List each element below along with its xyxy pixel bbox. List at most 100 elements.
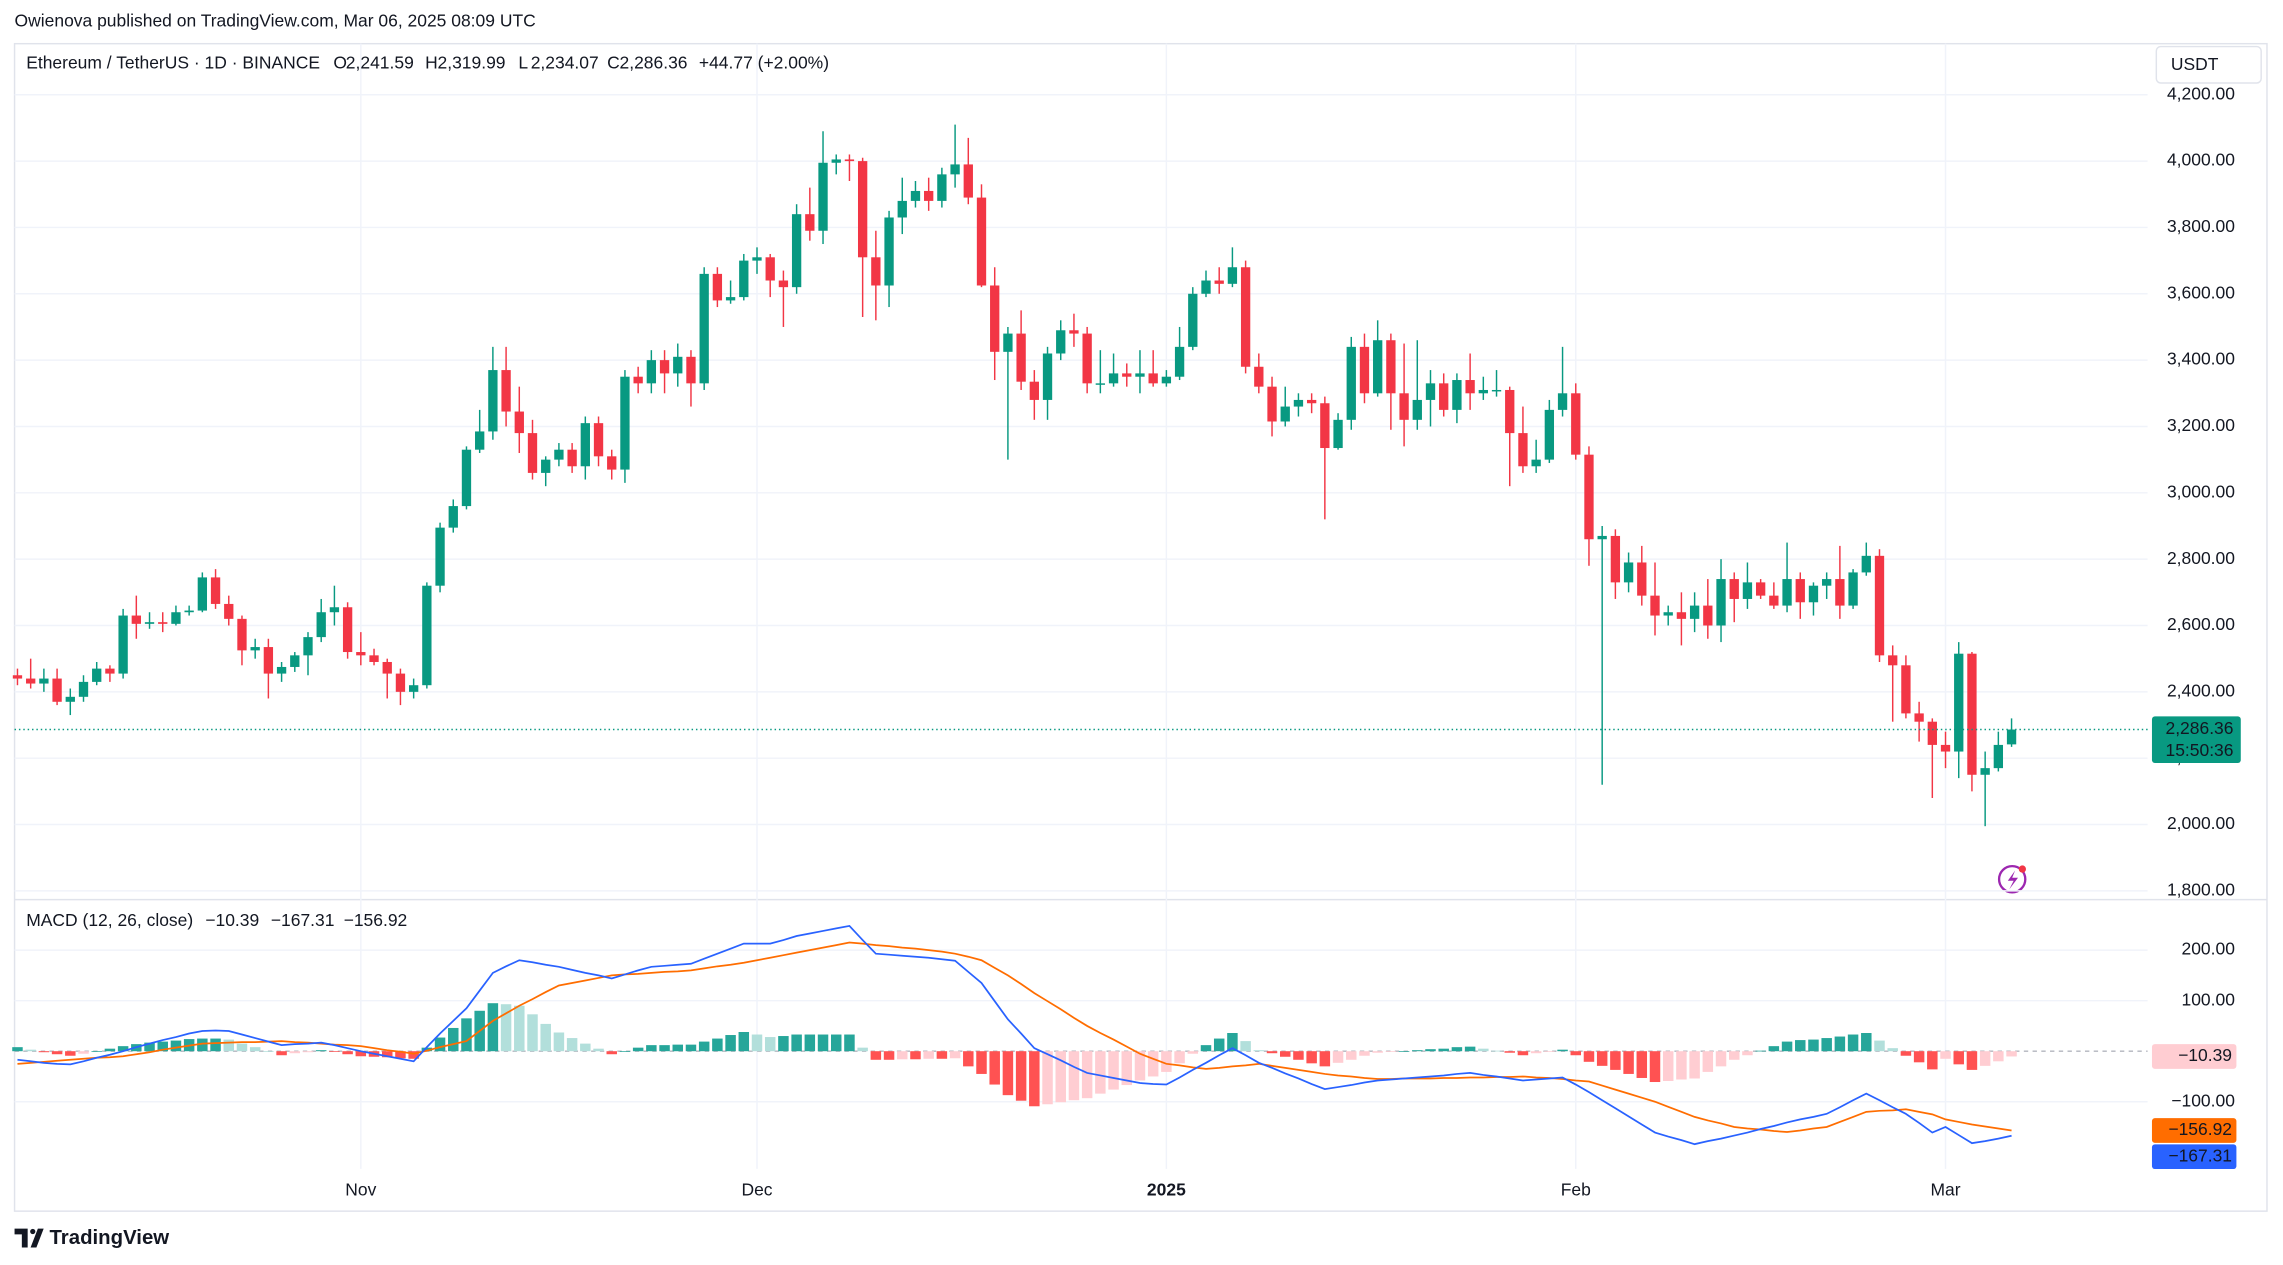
histogram-bar [38, 1051, 50, 1053]
histogram-bar [976, 1051, 987, 1074]
histogram-bar [540, 1023, 551, 1052]
histogram-bar [487, 1003, 499, 1052]
candle-body [1848, 572, 1858, 606]
histogram-bar [461, 1018, 472, 1052]
histogram-bar [223, 1039, 235, 1052]
candle-body [210, 577, 221, 604]
candle-body [342, 607, 353, 653]
candle-body [1240, 267, 1251, 367]
indicator-title: MACD (12, 26, close) [26, 910, 193, 930]
histogram-bar [698, 1041, 710, 1052]
histogram-bar [1134, 1051, 1146, 1081]
y-tick-label: 1,800.00 [2167, 879, 2235, 899]
candle-body [1465, 380, 1475, 394]
currency-button[interactable]: USDT [2155, 45, 2262, 84]
candle-body [659, 360, 670, 374]
candle-body [448, 506, 458, 528]
candle-body [1874, 555, 1885, 656]
candle-body [1637, 562, 1647, 596]
candle-body [739, 260, 749, 298]
candle-body [395, 673, 406, 692]
candle-body [1782, 579, 1792, 606]
histogram-bar [1544, 1051, 1555, 1052]
alert-icon-bolt[interactable] [2007, 870, 2019, 890]
candle-body [1399, 393, 1409, 420]
histogram-bar [65, 1051, 76, 1056]
histogram-bar [1795, 1040, 1806, 1052]
signal-value-label: −156.92 [2168, 1119, 2232, 1139]
histogram-bar [817, 1034, 829, 1052]
candle-body [501, 370, 511, 412]
candle-body [1016, 333, 1026, 382]
histogram-bar [170, 1040, 182, 1052]
candle-body [580, 423, 590, 467]
histogram-bar [963, 1051, 974, 1067]
histogram-bar [1306, 1051, 1317, 1064]
candle-body [633, 376, 643, 384]
candle-body [369, 655, 379, 662]
histogram-bar [936, 1051, 948, 1059]
signal-value-box [2151, 1118, 2237, 1143]
candle-body [990, 285, 1000, 352]
histogram-bar [500, 1004, 512, 1052]
candle-body [818, 162, 828, 231]
candle-body [1623, 562, 1634, 583]
histogram-bar [1596, 1051, 1608, 1066]
histogram-bar [2006, 1051, 2017, 1057]
macd-value-box [2151, 1144, 2237, 1170]
candle-body [382, 661, 392, 674]
histogram-bar [1808, 1039, 1819, 1052]
candle-body [1003, 333, 1013, 352]
histogram-bar [1966, 1051, 1978, 1070]
histogram-bar [712, 1038, 723, 1052]
candle-body [871, 257, 881, 286]
candle-body [1742, 582, 1753, 599]
candle-body [461, 449, 472, 507]
currency-button-label[interactable]: USDT [2171, 54, 2219, 74]
x-tick-label: Feb [1561, 1179, 1591, 1199]
y-tick-label: 4,200.00 [2167, 83, 2235, 103]
candle-body [1214, 280, 1224, 284]
histogram-bar [1583, 1051, 1595, 1062]
alert-icon[interactable] [1997, 864, 2027, 894]
candle-body [276, 666, 287, 674]
histogram-bar [355, 1051, 367, 1057]
histogram-bar [1530, 1051, 1542, 1054]
histogram-bar [1570, 1051, 1582, 1056]
candle-body [1280, 406, 1290, 422]
histogram-bar [1266, 1051, 1278, 1054]
candle-body [1808, 585, 1819, 603]
candle-body [646, 360, 657, 384]
candle-body [1755, 582, 1766, 596]
histogram-bar [381, 1051, 393, 1058]
candle-body [791, 214, 802, 288]
histogram-bar [197, 1038, 208, 1052]
histogram-bar [949, 1051, 961, 1059]
histogram-bar [910, 1051, 921, 1060]
brand-name: TradingView [50, 1227, 170, 1249]
candle-body [1597, 535, 1607, 540]
histogram-bar [791, 1034, 802, 1052]
candle-body [316, 612, 326, 638]
histogram-bar [1412, 1050, 1423, 1052]
candle-body [1042, 353, 1053, 400]
readout-key: H [425, 53, 438, 73]
candle-body [105, 668, 115, 674]
candle-body [197, 577, 208, 611]
candle-body [158, 622, 168, 624]
y-tick-label: 4,000.00 [2167, 150, 2235, 170]
candle-body [1082, 333, 1092, 384]
histogram-bar [883, 1051, 895, 1060]
candle-body [897, 200, 907, 218]
alert-icon-dot [2018, 865, 2027, 873]
candle-body [1914, 713, 1924, 722]
y-tick-label: 2,400.00 [2167, 680, 2235, 700]
candle-body [1888, 655, 1898, 666]
currency-button-box[interactable] [2155, 45, 2262, 84]
readout-key: O [333, 53, 347, 73]
histogram-bar [685, 1044, 697, 1052]
histogram-readout: −10.39 [205, 910, 259, 930]
candle-body [144, 622, 155, 624]
candle-body [1531, 459, 1541, 467]
